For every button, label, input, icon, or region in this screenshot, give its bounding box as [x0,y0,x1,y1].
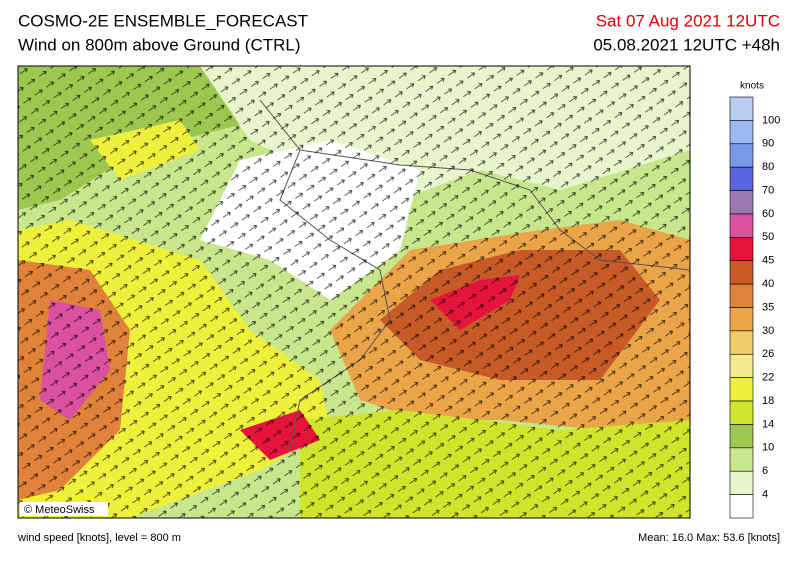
colorbar-label: 100 [762,114,780,126]
colorbar: 100 90 80 70 60 50 45 40 35 30 26 22 18 14 10 6 4 [729,96,780,519]
color-swatch [729,213,754,238]
color-swatch [729,447,754,472]
color-swatch [729,494,754,519]
colorbar-label: 6 [762,465,768,477]
color-swatch [729,424,754,449]
color-swatch [729,237,754,262]
color-swatch [729,470,754,495]
colorbar-label: 18 [762,395,774,407]
color-swatch [729,166,754,191]
colorbar-label: 4 [762,489,768,501]
footer-right: Mean: 16.0 Max: 53.6 [knots] [638,532,780,544]
color-swatch [729,283,754,308]
color-swatch [729,353,754,378]
color-swatch [729,330,754,355]
colorbar-label: 30 [762,325,774,337]
copyright-box [20,502,108,516]
valid-time: Sat 07 Aug 2021 12UTC [596,11,780,30]
colorbar-label: 90 [762,138,774,150]
colorbar-label: 22 [762,372,774,384]
colorbar-label: 45 [762,255,774,267]
wind-arrows [18,66,690,518]
map-frame [17,65,691,519]
subtitle: Wind on 800m above Ground (CTRL) [18,35,301,54]
run-info: 05.08.2021 12UTC +48h [593,35,780,54]
colorbar-label: 26 [762,348,774,360]
colorbar-label: 40 [762,278,774,290]
map [18,66,690,518]
color-swatch [729,143,754,168]
color-swatch [729,96,754,121]
colorbar-label: 50 [762,231,774,243]
color-swatch [729,400,754,425]
footer-left: wind speed [knots], level = 800 m [17,532,181,544]
colorbar-label: 10 [762,442,774,454]
colorbar-label: 35 [762,301,774,313]
colorbar-label: 70 [762,184,774,196]
color-swatch [729,190,754,215]
title: COSMO-2E ENSEMBLE_FORECAST [18,11,308,30]
colorbar-unit: knots [740,81,764,92]
color-swatch [729,260,754,285]
colorbar-label: 60 [762,208,774,220]
color-swatch [729,307,754,332]
color-swatch [729,377,754,402]
color-swatch [729,120,754,145]
copyright: © MeteoSwiss [24,504,95,516]
colorbar-label: 14 [762,418,774,430]
colorbar-label: 80 [762,161,774,173]
